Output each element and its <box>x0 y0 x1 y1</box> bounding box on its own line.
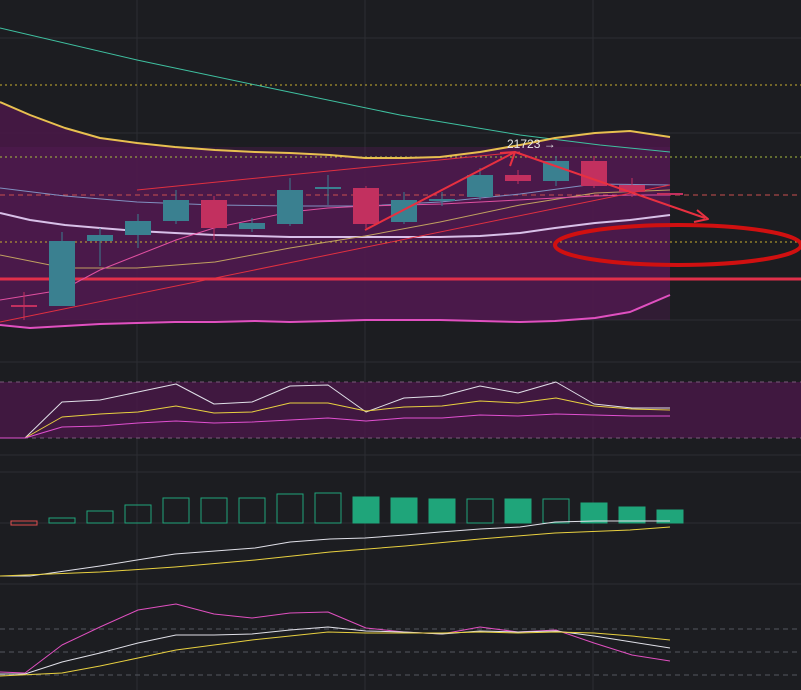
ma-line <box>0 183 671 207</box>
histogram <box>10 492 684 526</box>
indicator-line <box>0 413 670 439</box>
highlight-ellipse <box>553 223 801 267</box>
arrow-head <box>693 209 709 223</box>
indicator-line <box>0 603 671 674</box>
arrow-head <box>499 151 516 167</box>
upper-band <box>0 101 671 159</box>
trend-line <box>0 184 671 323</box>
trend-line <box>136 151 521 191</box>
ma-line <box>0 27 671 153</box>
indicator-line <box>0 381 670 439</box>
candles <box>11 156 683 320</box>
indicator-line <box>0 626 671 675</box>
indicator-line <box>0 631 671 677</box>
lower-band <box>0 294 671 329</box>
price-annotation: 21723 → <box>507 137 556 151</box>
ma-line <box>0 189 671 269</box>
indicator-line <box>0 397 671 439</box>
ma-line <box>0 194 670 301</box>
signal-line <box>0 526 671 577</box>
indicator-band <box>0 382 801 438</box>
macd-line <box>0 520 670 577</box>
